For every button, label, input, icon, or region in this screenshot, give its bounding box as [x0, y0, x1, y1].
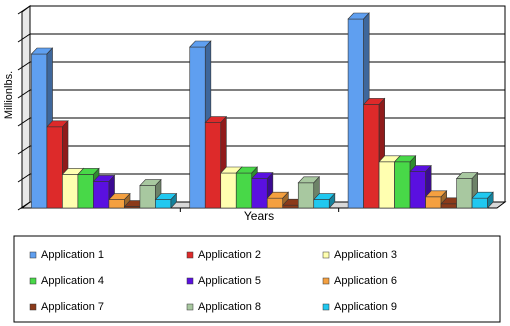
- bar: [220, 172, 237, 209]
- legend-swatch: [322, 251, 330, 259]
- y-tick: [17, 33, 31, 43]
- legend-label: Application 8: [198, 301, 261, 313]
- bar: [108, 199, 125, 209]
- bar: [313, 199, 330, 209]
- legend-label: Application 5: [198, 275, 261, 287]
- bar: [409, 171, 426, 209]
- bar-side: [487, 191, 494, 209]
- bar: [31, 53, 48, 209]
- legend-swatch: [186, 303, 194, 311]
- legend-swatch: [322, 303, 330, 311]
- legend-label: Application 2: [198, 249, 261, 261]
- bar: [282, 204, 299, 209]
- legend-swatch: [29, 251, 37, 259]
- bar: [425, 196, 442, 209]
- bar: [93, 181, 110, 209]
- bar: [378, 161, 395, 209]
- legend-swatch: [29, 277, 37, 285]
- bar: [251, 178, 268, 209]
- y-tick: [17, 5, 31, 15]
- y-tick: [17, 173, 31, 183]
- bar: [139, 185, 156, 209]
- bar: [297, 182, 315, 209]
- y-tick: [17, 89, 31, 99]
- legend-swatch: [186, 251, 194, 259]
- bar: [77, 174, 94, 209]
- x-axis-label: Years: [244, 209, 274, 223]
- y-tick: [17, 117, 31, 127]
- bar: [471, 197, 488, 209]
- bar: [394, 161, 411, 209]
- legend-label: Application 4: [41, 275, 104, 287]
- y-tick: [17, 201, 31, 211]
- legend-box: [13, 235, 501, 323]
- bar-side: [170, 192, 177, 209]
- bar: [155, 199, 172, 209]
- bar: [62, 174, 79, 209]
- bar: [456, 178, 473, 209]
- bar: [46, 126, 63, 209]
- bar: [204, 122, 222, 209]
- legend-swatch: [29, 303, 37, 311]
- bar: [347, 18, 364, 209]
- legend-swatch: [186, 277, 194, 285]
- bar: [235, 172, 253, 209]
- y-tick: [17, 145, 31, 155]
- bar: [189, 46, 206, 209]
- bar: [440, 203, 457, 209]
- legend-label: Application 9: [334, 301, 397, 313]
- legend-label: Application 3: [334, 249, 397, 261]
- legend-swatch: [322, 277, 330, 285]
- bar-side: [328, 192, 336, 209]
- bar: [363, 104, 380, 209]
- legend-label: Application 7: [41, 301, 104, 313]
- y-axis-label: Millionlbs.: [3, 71, 15, 119]
- y-tick: [17, 61, 31, 71]
- legend-label: Application 6: [334, 275, 397, 287]
- bar: [266, 197, 284, 209]
- legend-label: Application 1: [41, 249, 104, 261]
